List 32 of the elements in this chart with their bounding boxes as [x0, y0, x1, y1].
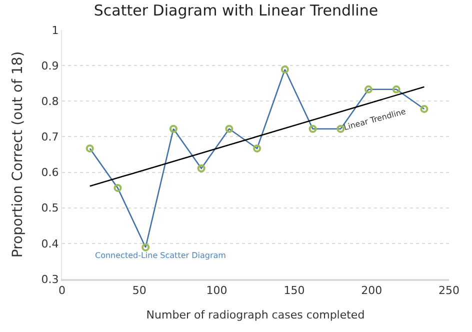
point — [336, 124, 345, 133]
x-tick-label: 250 — [438, 284, 460, 297]
point — [225, 124, 234, 133]
point — [253, 144, 262, 152]
x-tick-label: 150 — [284, 284, 305, 297]
y-tick-label: 0.9 — [41, 59, 59, 72]
x-tick-label: 0 — [58, 284, 66, 297]
y-axis-title: Proportion Correct (out of 18) — [10, 51, 26, 258]
y-tick-label: 0.5 — [41, 202, 59, 215]
y-tick-label: 1 — [52, 24, 59, 37]
point — [142, 243, 150, 252]
annotation: Connected-Line Scatter Diagram — [95, 251, 226, 260]
point — [364, 85, 372, 94]
x-tick-label: 50 — [132, 284, 146, 297]
y-tick-label: 0.7 — [41, 130, 59, 144]
point — [280, 65, 289, 74]
y-tick-label: 0.3 — [41, 272, 59, 286]
x-tick-label: 200 — [361, 284, 382, 297]
y-tick-label: 0.8 — [41, 94, 59, 108]
point — [392, 85, 400, 94]
y-tick-label: 0.6 — [41, 166, 59, 180]
y-tick-label: 0.4 — [41, 237, 59, 250]
chart-title: Scatter Diagram with Linear Trendline — [94, 1, 378, 20]
annotation: Linear Trendline — [342, 106, 407, 132]
point — [197, 164, 206, 172]
x-axis-title: Number of radiograph cases completed — [146, 308, 365, 322]
point — [169, 124, 178, 133]
point — [86, 144, 94, 152]
point — [420, 104, 428, 113]
point — [308, 124, 317, 133]
x-tick-label: 100 — [206, 284, 228, 297]
point — [114, 184, 122, 192]
